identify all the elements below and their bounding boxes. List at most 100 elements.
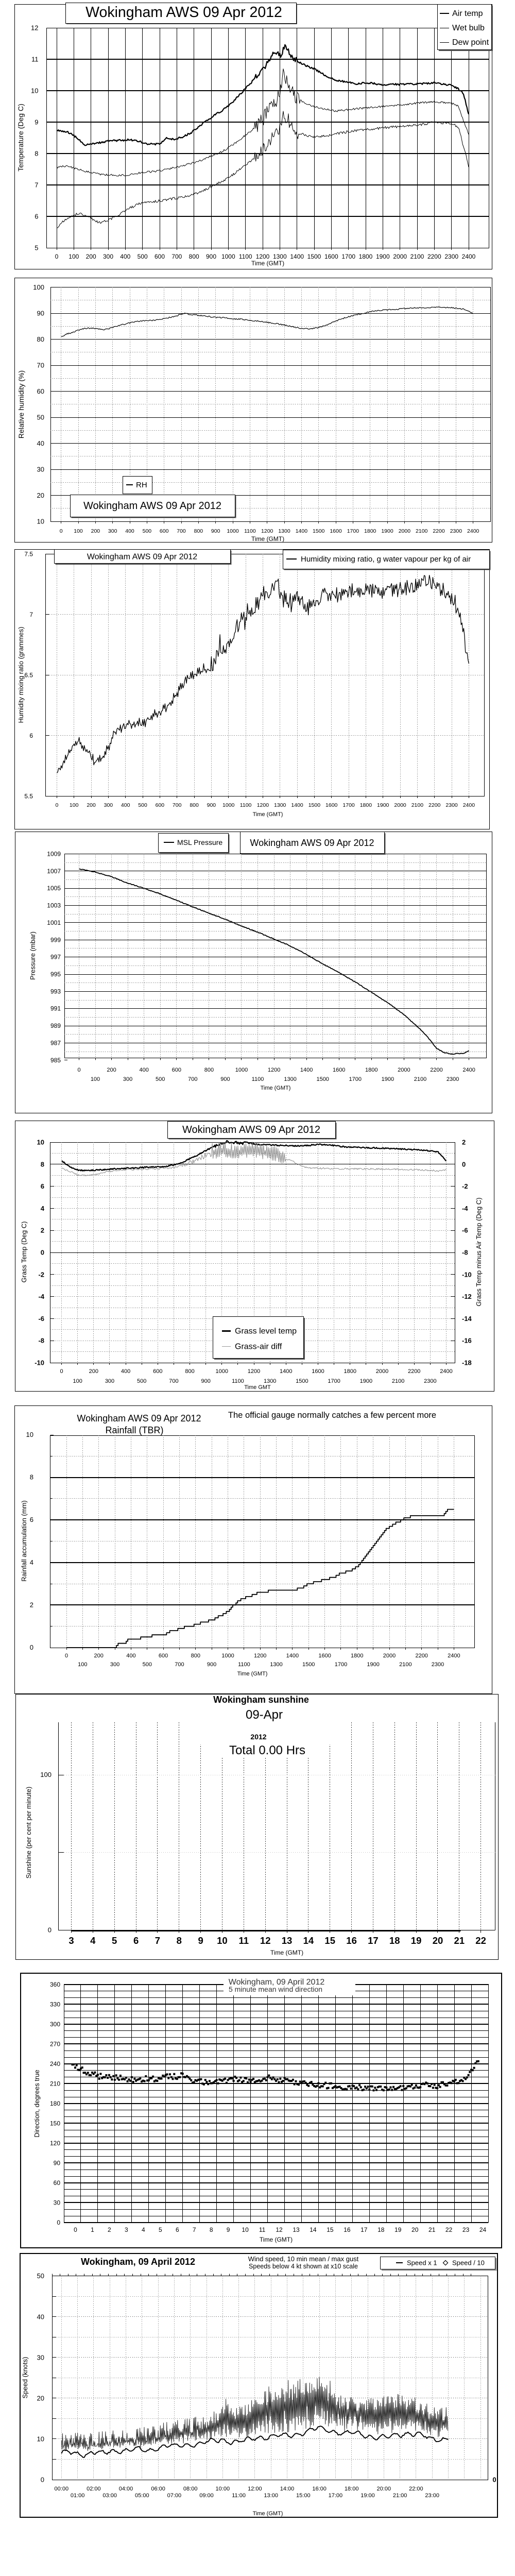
svg-text:800: 800 [185, 1368, 194, 1375]
svg-text:30: 30 [37, 466, 44, 473]
svg-text:The official gauge normally ca: The official gauge normally catches a fe… [228, 1411, 436, 1420]
svg-text:0: 0 [57, 2219, 60, 2226]
svg-text:999: 999 [50, 936, 61, 943]
svg-text:2100: 2100 [411, 802, 424, 808]
svg-text:1700: 1700 [342, 802, 355, 808]
svg-text:17:00: 17:00 [329, 2493, 343, 2499]
svg-text:600: 600 [160, 528, 169, 534]
svg-text:05:00: 05:00 [135, 2493, 149, 2499]
svg-text:Time (GMT): Time (GMT) [251, 535, 284, 543]
svg-text:700: 700 [171, 253, 182, 260]
svg-text:09:00: 09:00 [199, 2493, 214, 2499]
svg-text:600: 600 [156, 802, 165, 808]
svg-text:23:00: 23:00 [425, 2493, 439, 2499]
svg-text:2200: 2200 [427, 253, 441, 260]
svg-text:400: 400 [140, 1067, 149, 1073]
svg-text:1700: 1700 [328, 1378, 340, 1384]
svg-text:Wokingham, 09 April 2012: Wokingham, 09 April 2012 [81, 2257, 195, 2267]
svg-text:1800: 1800 [351, 1653, 363, 1659]
svg-text:1900: 1900 [376, 253, 390, 260]
svg-text:2000: 2000 [398, 1067, 410, 1073]
svg-text:20: 20 [37, 492, 44, 499]
svg-text:7.5: 7.5 [24, 551, 33, 558]
svg-text:50: 50 [37, 2272, 44, 2280]
svg-text:700: 700 [175, 1662, 184, 1668]
svg-text:800: 800 [204, 1067, 214, 1073]
svg-text:2100: 2100 [392, 1378, 404, 1384]
svg-text:10: 10 [37, 518, 44, 526]
svg-text:300: 300 [103, 253, 113, 260]
svg-text:1400: 1400 [296, 528, 308, 534]
svg-text:15: 15 [327, 2226, 334, 2233]
svg-text:997: 997 [50, 954, 61, 961]
svg-text:1300: 1300 [278, 528, 290, 534]
svg-text:0: 0 [41, 1249, 44, 1257]
svg-text:100: 100 [68, 253, 79, 260]
svg-text:1600: 1600 [333, 1067, 345, 1073]
svg-text:-8: -8 [462, 1249, 468, 1257]
svg-text:-4: -4 [38, 1293, 44, 1300]
svg-text:150: 150 [50, 2120, 60, 2127]
svg-text:1800: 1800 [360, 802, 372, 808]
svg-text:30: 30 [37, 2353, 44, 2361]
svg-text:Wokingham AWS 09 Apr 2012: Wokingham AWS 09 Apr 2012 [85, 4, 282, 21]
svg-text:0: 0 [74, 2226, 77, 2233]
svg-text:8: 8 [177, 1935, 182, 1946]
svg-text:1100: 1100 [238, 1662, 250, 1668]
svg-text:1600: 1600 [318, 1653, 331, 1659]
svg-text:1700: 1700 [335, 1662, 347, 1668]
svg-text:2200: 2200 [408, 1368, 420, 1375]
svg-text:30: 30 [54, 2199, 61, 2206]
svg-text:2300: 2300 [445, 802, 458, 808]
svg-text:1800: 1800 [359, 253, 373, 260]
svg-text:70: 70 [37, 362, 44, 369]
svg-text:0: 0 [55, 253, 59, 260]
svg-text:12: 12 [31, 24, 38, 32]
svg-text:2: 2 [108, 2226, 111, 2233]
svg-text:22: 22 [475, 1935, 486, 1946]
svg-text:-2: -2 [38, 1270, 44, 1278]
svg-text:14: 14 [303, 1935, 314, 1946]
svg-text:10: 10 [31, 87, 38, 95]
svg-text:Humidity mixing ratio, g water: Humidity mixing ratio, g water vapour pe… [301, 555, 471, 564]
svg-text:240: 240 [50, 2060, 60, 2067]
svg-text:1400: 1400 [290, 253, 304, 260]
svg-text:17: 17 [360, 2226, 368, 2233]
svg-text:6: 6 [176, 2226, 179, 2233]
svg-text:1500: 1500 [316, 1076, 329, 1082]
svg-text:1400: 1400 [280, 1368, 292, 1375]
svg-text:4: 4 [90, 1935, 96, 1946]
svg-text:1500: 1500 [313, 528, 325, 534]
svg-text:Time (GMT): Time (GMT) [253, 2511, 283, 2517]
svg-text:14:00: 14:00 [280, 2486, 295, 2492]
svg-text:16: 16 [346, 1935, 357, 1946]
svg-text:9: 9 [35, 118, 38, 126]
svg-text:700: 700 [173, 802, 182, 808]
svg-text:989: 989 [50, 1022, 61, 1029]
svg-text:Temperature (Deg C): Temperature (Deg C) [16, 104, 25, 172]
svg-text:2400: 2400 [462, 253, 476, 260]
svg-text:900: 900 [207, 802, 216, 808]
svg-text:07:00: 07:00 [167, 2493, 182, 2499]
svg-text:22:00: 22:00 [409, 2486, 423, 2492]
svg-text:04:00: 04:00 [119, 2486, 133, 2492]
svg-text:Time GMT: Time GMT [244, 1384, 271, 1391]
svg-text:800: 800 [191, 1653, 200, 1659]
svg-text:20: 20 [433, 1935, 443, 1946]
svg-text:300: 300 [50, 2021, 60, 2028]
svg-text:1009: 1009 [47, 851, 61, 858]
svg-text:02:00: 02:00 [87, 2486, 101, 2492]
svg-text:1100: 1100 [252, 1076, 264, 1082]
svg-text:19: 19 [394, 2226, 402, 2233]
svg-text:7: 7 [29, 611, 33, 618]
svg-text:300: 300 [105, 1378, 114, 1384]
svg-text:600: 600 [154, 253, 165, 260]
svg-text:10: 10 [37, 2435, 44, 2443]
svg-text:Rainfall accumulation (mm): Rainfall accumulation (mm) [20, 1500, 28, 1582]
svg-text:1000: 1000 [221, 253, 235, 260]
svg-text:2200: 2200 [430, 1067, 442, 1073]
svg-text:900: 900 [211, 528, 220, 534]
svg-text:2100: 2100 [414, 1076, 426, 1082]
svg-text:Rainfall (TBR): Rainfall (TBR) [105, 1425, 163, 1435]
svg-text:Total 0.00 Hrs: Total 0.00 Hrs [229, 1743, 305, 1757]
